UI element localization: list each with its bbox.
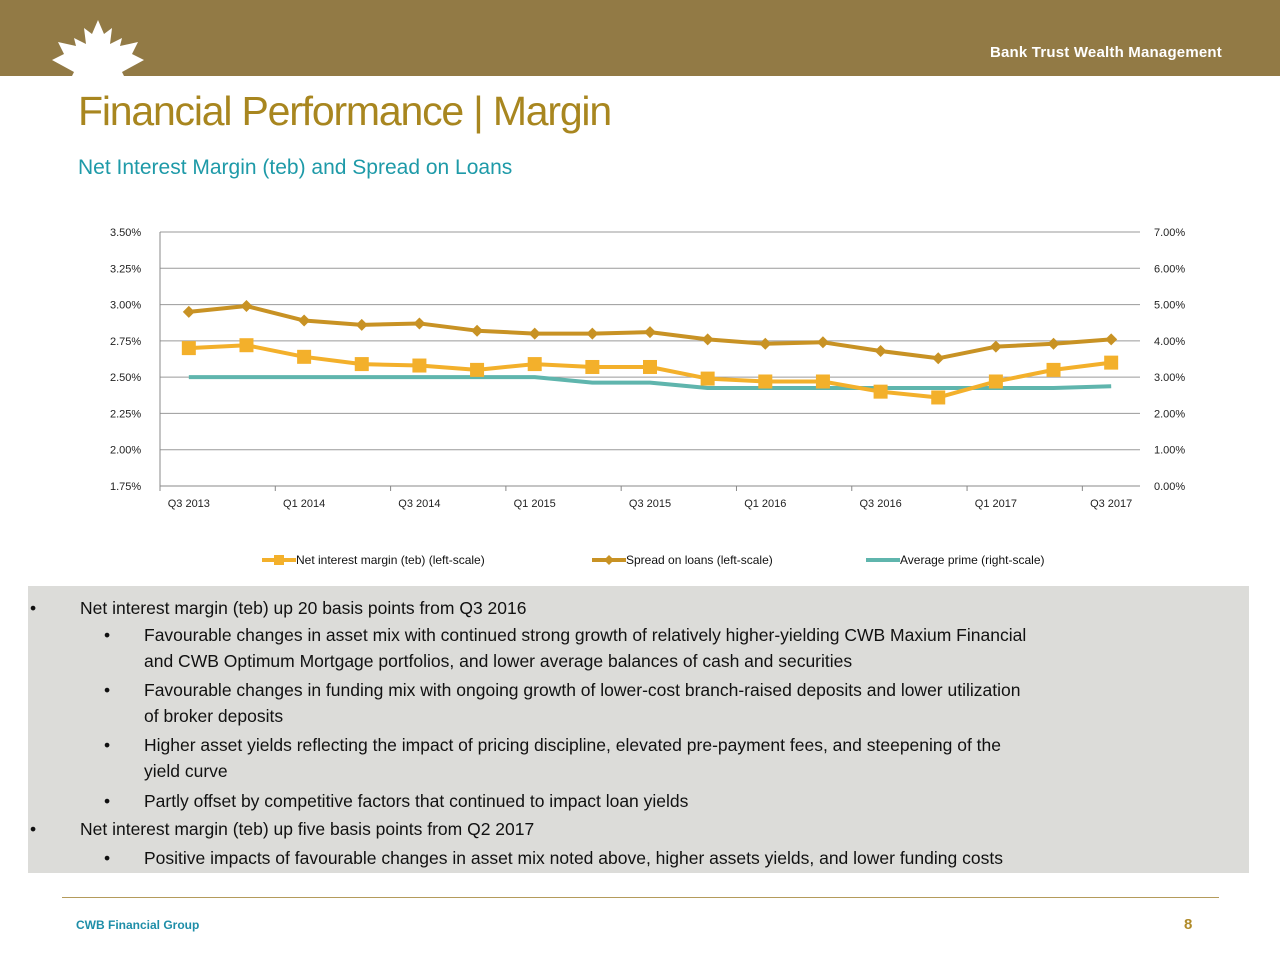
- series-point-diamond: [413, 317, 426, 330]
- bullet-level1: • Net interest margin (teb) up five basi…: [30, 816, 535, 842]
- footer-divider: [62, 897, 1219, 898]
- series-point-square: [412, 358, 427, 373]
- right-tick-label: 6.00%: [1154, 263, 1185, 275]
- bullet-dot: •: [30, 598, 37, 618]
- page-number: 8: [1184, 916, 1193, 933]
- series-point-square: [988, 374, 1003, 389]
- series-point-diamond: [644, 326, 656, 339]
- series-line: [188, 375, 1112, 391]
- series-point-square: [239, 338, 254, 353]
- bullet-text: Higher asset yields reflecting the impac…: [144, 735, 1002, 755]
- right-tick-label: 1.00%: [1154, 445, 1185, 457]
- bullet-dot: •: [104, 680, 111, 700]
- x-tick-label: Q1 2017: [975, 498, 1017, 510]
- series-point-square: [758, 374, 773, 389]
- series-point-square: [1104, 355, 1119, 370]
- x-tick-label: Q3 2014: [398, 498, 440, 510]
- x-tick-label: Q3 2015: [629, 498, 671, 510]
- bullet-text-continued: yield curve: [144, 761, 228, 781]
- series-point-diamond: [932, 352, 945, 365]
- bullet-text: Partly offset by competitive factors tha…: [144, 791, 689, 811]
- series-point-diamond: [701, 333, 714, 346]
- x-tick-label: Q3 2017: [1090, 498, 1132, 510]
- series-point-diamond: [586, 327, 599, 340]
- bullet-text: Favourable changes in asset mix with con…: [144, 625, 1027, 645]
- bullet-level2: • Partly offset by competitive factors t…: [104, 788, 689, 814]
- left-tick-label: 2.50%: [110, 372, 141, 384]
- commentary-box: • Net interest margin (teb) up 20 basis …: [28, 586, 1249, 873]
- bullet-level2: • Favourable changes in funding mix with…: [104, 677, 1021, 729]
- right-tick-label: 0.00%: [1154, 481, 1185, 493]
- series-point-square: [700, 371, 715, 386]
- maple-leaf-icon: [52, 20, 144, 76]
- left-tick-label: 1.75%: [110, 481, 141, 493]
- bullet-level2: • Higher asset yields reflecting the imp…: [104, 732, 1002, 784]
- series-point-square: [1046, 362, 1061, 377]
- right-tick-label: 4.00%: [1154, 336, 1185, 348]
- bullet-dot: •: [104, 791, 111, 811]
- left-tick-label: 2.75%: [110, 336, 141, 348]
- page-subtitle: Net Interest Margin (teb) and Spread on …: [78, 156, 513, 179]
- x-tick-label: Q1 2016: [744, 498, 786, 510]
- x-tick-label: Q3 2013: [168, 498, 210, 510]
- left-tick-label: 2.00%: [110, 445, 141, 457]
- series-point-diamond: [528, 327, 541, 340]
- bullet-text-continued: and CWB Optimum Mortgage portfolios, and…: [144, 651, 853, 671]
- series-point-square: [181, 341, 196, 356]
- bullet-dot: •: [104, 735, 111, 755]
- bullet-level2: • Positive impacts of favourable changes…: [104, 845, 1003, 871]
- bullet-dot: •: [30, 819, 37, 839]
- x-tick-label: Q1 2014: [283, 498, 325, 510]
- series-point-diamond: [989, 340, 1002, 353]
- bullet-text-continued: of broker deposits: [144, 706, 284, 726]
- left-tick-label: 3.00%: [110, 300, 141, 312]
- series-point-diamond: [182, 305, 195, 318]
- header-bar: Bank Trust Wealth Management: [0, 0, 1280, 76]
- series-point-square: [354, 357, 369, 372]
- bullet-text: Net interest margin (teb) up 20 basis po…: [80, 598, 527, 618]
- series-point-diamond: [759, 337, 772, 350]
- bullet-dot: •: [104, 848, 111, 868]
- legend-label: Spread on loans (left-scale): [626, 553, 773, 567]
- series-point-diamond: [1105, 333, 1118, 346]
- x-tick-label: Q1 2015: [514, 498, 556, 510]
- series-point-square: [931, 390, 946, 405]
- series-point-diamond: [1047, 337, 1060, 350]
- legend-swatch-marker: [604, 555, 614, 565]
- series-point-square: [527, 357, 542, 372]
- right-tick-label: 3.00%: [1154, 372, 1185, 384]
- series-point-square: [643, 359, 657, 374]
- left-tick-label: 3.25%: [110, 263, 141, 275]
- legend-label: Net interest margin (teb) (left-scale): [296, 553, 485, 567]
- series-point-diamond: [874, 345, 887, 358]
- bullet-text: Favourable changes in funding mix with o…: [144, 680, 1021, 700]
- right-tick-label: 5.00%: [1154, 300, 1185, 312]
- series-point-diamond: [355, 318, 368, 331]
- header-tagline: Bank Trust Wealth Management: [989, 44, 1222, 61]
- series-point-square: [815, 374, 830, 389]
- left-tick-label: 2.25%: [110, 408, 141, 420]
- bullet-text: Net interest margin (teb) up five basis …: [80, 819, 535, 839]
- left-tick-label: 3.50%: [110, 227, 141, 239]
- series-point-diamond: [240, 300, 253, 313]
- series-point-square: [470, 362, 485, 377]
- series-point-diamond: [816, 336, 829, 349]
- legend-label: Average prime (right-scale): [900, 553, 1045, 567]
- series-point-diamond: [471, 324, 484, 337]
- right-tick-label: 2.00%: [1154, 408, 1185, 420]
- series-point-square: [873, 384, 888, 399]
- bullet-dot: •: [104, 625, 111, 645]
- footer-company: CWB Financial Group: [76, 918, 200, 932]
- series-point-square: [297, 349, 312, 364]
- right-tick-label: 7.00%: [1154, 227, 1185, 239]
- legend-swatch-marker: [274, 555, 284, 565]
- x-tick-label: Q3 2016: [859, 498, 901, 510]
- margin-line-chart: 1.75% 0.00% 2.00% 1.00% 2.25% 2.00% 2.50% 3.00%…: [110, 227, 1185, 567]
- bullet-level1: • Net interest margin (teb) up 20 basis …: [30, 595, 527, 621]
- page-title: Financial Performance | Margin: [78, 88, 612, 134]
- bullet-level2: • Favourable changes in asset mix with c…: [104, 622, 1027, 674]
- series-point-square: [585, 359, 600, 374]
- bullet-text: Positive impacts of favourable changes i…: [144, 848, 1003, 868]
- series-point-diamond: [298, 314, 311, 327]
